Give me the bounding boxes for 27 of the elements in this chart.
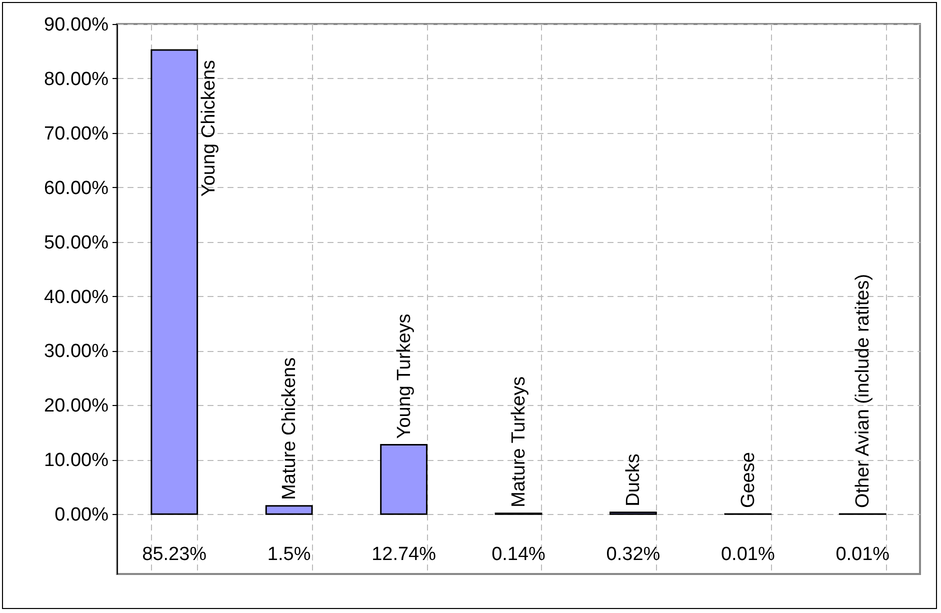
x-tick-label: Mature Chickens xyxy=(279,357,300,500)
x-tick-label: Other Avian (include ratites) xyxy=(852,274,874,508)
data-label: 0.32% xyxy=(606,544,660,565)
data-label: 0.01% xyxy=(836,544,890,565)
x-tick-label: Geese xyxy=(738,452,759,508)
y-tick-label: 60.00% xyxy=(44,178,109,199)
bar xyxy=(380,444,428,515)
data-label: 85.23% xyxy=(142,544,207,565)
data-label: 0.01% xyxy=(720,544,775,565)
bar xyxy=(150,49,198,515)
x-tick-label: Ducks xyxy=(623,454,644,506)
y-tick-label: 70.00% xyxy=(44,123,109,144)
y-tick-label: 30.00% xyxy=(44,341,109,362)
bar xyxy=(265,505,313,515)
y-tick-label: 0.00% xyxy=(54,504,109,526)
data-label: 12.74% xyxy=(372,544,436,565)
y-tick-label: 80.00% xyxy=(44,68,109,90)
data-label: 0.14% xyxy=(492,544,546,565)
y-tick-label: 50.00% xyxy=(44,232,109,254)
y-tick-label: 20.00% xyxy=(44,396,109,417)
data-label: 1.5% xyxy=(267,544,311,565)
y-tick-label: 40.00% xyxy=(44,286,109,308)
x-tick-label: Young Chickens xyxy=(198,60,220,197)
x-tick-label: Young Turkeys xyxy=(394,314,415,439)
y-tick-label: 90.00% xyxy=(44,14,109,36)
y-tick-label: 10.00% xyxy=(44,450,109,472)
x-tick-label: Mature Turkeys xyxy=(508,376,530,508)
